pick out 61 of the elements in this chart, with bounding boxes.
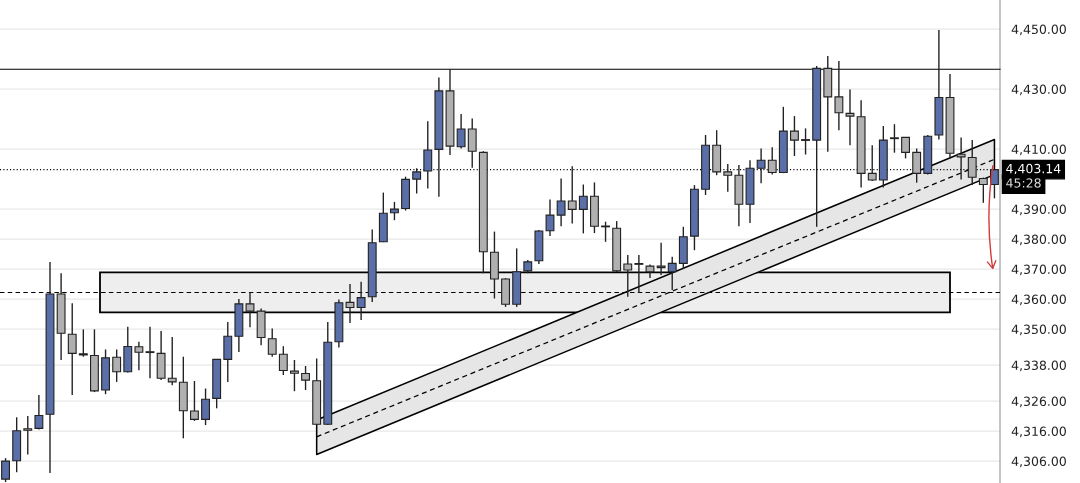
candlestick (623, 254, 633, 298)
candlestick (578, 183, 588, 235)
y-tick-label: 4,410.00 (1011, 144, 1066, 156)
y-tick-label: 4,316.00 (1011, 426, 1066, 438)
candlestick (190, 380, 199, 422)
candlestick (345, 283, 355, 324)
candlestick (634, 254, 644, 294)
candlestick (790, 115, 799, 157)
candlestick (801, 127, 810, 156)
candlestick (767, 146, 777, 176)
text: 45:28 (1006, 178, 1041, 188)
candlestick (34, 394, 44, 431)
candlestick (134, 341, 144, 371)
y-tick-label: 4,380.00 (1011, 234, 1066, 246)
candlestick (267, 327, 277, 358)
candlestick (67, 302, 77, 396)
candlestick (390, 201, 399, 221)
candlestick (467, 117, 477, 169)
candlestick (545, 198, 555, 237)
candlestick (756, 147, 766, 184)
candlestick (834, 60, 844, 131)
candlestick (967, 139, 977, 186)
candlestick (245, 291, 255, 328)
candlestick (956, 136, 966, 181)
candlestick (145, 326, 155, 379)
candlestick (845, 88, 855, 146)
y-tick-label: 4,370.00 (1011, 264, 1066, 276)
candlestick (356, 281, 366, 321)
candlestick (723, 163, 733, 193)
y-tick-label: 4,450.00 (1011, 24, 1066, 36)
candlestick (667, 256, 677, 291)
candlestick (78, 328, 88, 358)
y-tick-label: 4,326.00 (1011, 396, 1066, 408)
candlestick (978, 176, 988, 204)
candlestick (223, 321, 233, 383)
candlestick (656, 242, 666, 276)
candlestick (201, 387, 210, 426)
y-tick-label: 4,360.00 (1011, 294, 1066, 306)
ref-line-label: 4,403.14 (1006, 163, 1061, 175)
candlestick (278, 345, 288, 376)
candlestick (556, 177, 566, 227)
candlestick (1, 457, 10, 483)
y-tick-label: 4,430.00 (1011, 84, 1066, 96)
candlestick (890, 123, 899, 154)
candlestick (23, 415, 33, 456)
candlestick (601, 221, 610, 243)
candlestick (867, 144, 877, 182)
candlestick (290, 359, 299, 392)
y-tick-label: 4,390.00 (1011, 204, 1066, 216)
candlestick (912, 147, 922, 184)
candlestick (301, 365, 310, 391)
y-tick-label: 4,338.00 (1011, 360, 1066, 372)
candlestick (567, 165, 577, 225)
candlestick (167, 336, 177, 386)
candlestick (901, 136, 910, 160)
y-tick-label: 4,350.00 (1011, 324, 1066, 336)
candlestick (456, 113, 466, 150)
candlestick (112, 348, 122, 383)
y-tick-label: 4,306.00 (1011, 456, 1066, 468)
candlestick (412, 167, 422, 195)
candlestick (423, 120, 433, 190)
